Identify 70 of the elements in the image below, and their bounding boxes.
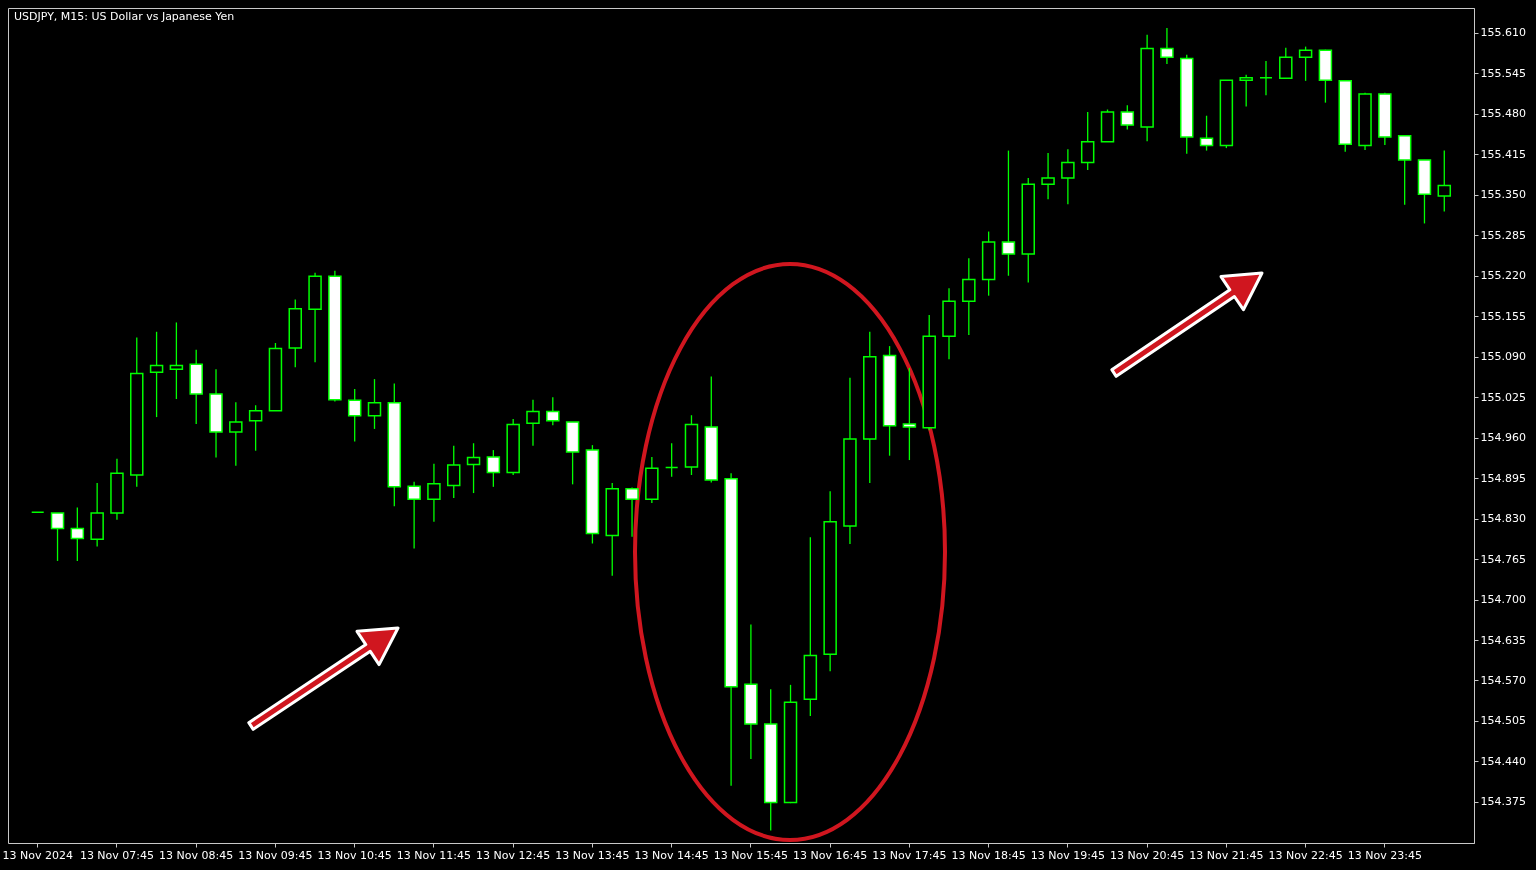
candlestick [1080,111,1095,171]
chart-title: USDJPY, M15: US Dollar vs Japanese Yen [14,10,235,23]
candlestick [1279,47,1293,80]
candlestick [229,401,243,467]
candlestick [1120,104,1135,131]
y-tick-label: 155.285 [1480,228,1526,242]
y-tick-label: 155.220 [1480,269,1526,283]
candlestick [664,442,679,478]
y-tick-label: 155.610 [1480,26,1526,40]
candlestick [625,486,639,538]
x-tick-label: 13 Nov 20:45 [1110,848,1185,862]
candlestick [446,445,461,499]
y-tick-label: 154.960 [1480,431,1526,445]
y-tick-label: 155.415 [1480,147,1526,161]
candlestick [1298,45,1313,82]
y-tick-label: 154.830 [1480,512,1526,526]
x-tick-label: 13 Nov 18:45 [951,848,1026,862]
candlestick [347,388,362,443]
candlestick [427,463,441,523]
y-tick-label: 154.895 [1480,471,1526,485]
candlestick [169,321,184,400]
x-tick-label: 13 Nov 10:45 [317,848,392,862]
x-tick-label: 13 Nov 12:45 [476,848,551,862]
candlestick [546,396,560,426]
x-tick-label: 13 Nov 14:45 [634,848,709,862]
y-tick-label: 154.375 [1480,795,1526,809]
candlestick [1061,148,1075,205]
candlestick [466,442,481,494]
candlestick [1041,152,1055,200]
candlestick [50,512,65,562]
x-tick-label: 13 Nov 16:45 [793,848,868,862]
y-tick-label: 155.155 [1480,309,1526,323]
candlestick [1160,27,1174,65]
y-tick-label: 155.090 [1480,350,1526,364]
x-tick-label: 13 Nov 19:45 [1030,848,1105,862]
x-tick-label: 13 Nov 23:45 [1347,848,1422,862]
x-tick-label: 13 Nov 15:45 [713,848,788,862]
candlestick [407,481,421,550]
x-tick-label: 13 Nov 07:45 [79,848,155,862]
y-tick-label: 154.700 [1480,593,1526,607]
y-tick-label: 155.480 [1480,107,1526,121]
candlestick [367,378,382,430]
candlestick [1001,149,1016,277]
y-tick-label: 155.025 [1480,390,1526,404]
y-tick-label: 154.570 [1480,673,1526,687]
candlestick [962,257,976,336]
candlestick [902,367,917,461]
y-tick-label: 155.545 [1480,66,1526,80]
x-tick-label: 13 Nov 11:45 [396,848,472,862]
candlestick [248,404,263,452]
candlestick [149,331,164,418]
y-tick-label: 154.440 [1480,754,1526,768]
candlestick [1437,149,1452,213]
candlestick [526,399,540,447]
candlestick [1199,115,1214,152]
x-tick-label: 13 Nov 22:45 [1268,848,1343,862]
candlestick [1239,73,1253,108]
y-tick-label: 154.765 [1480,552,1526,566]
x-tick-label: 13 Nov 21:45 [1189,848,1264,862]
candlestick [486,449,501,488]
x-tick-label: 13 Nov 17:45 [872,848,947,862]
y-tick-label: 154.635 [1480,633,1526,647]
x-tick-label: 13 Nov 09:45 [238,848,313,862]
y-tick-label: 154.505 [1480,714,1526,728]
y-tick-label: 155.350 [1480,188,1526,202]
x-tick-label: 13 Nov 13:45 [555,848,630,862]
candlestick [1259,60,1273,96]
candlestick [70,506,85,562]
x-tick-label: 13 Nov 08:45 [159,848,234,862]
x-tick-label: 13 Nov 2024 [2,848,73,862]
